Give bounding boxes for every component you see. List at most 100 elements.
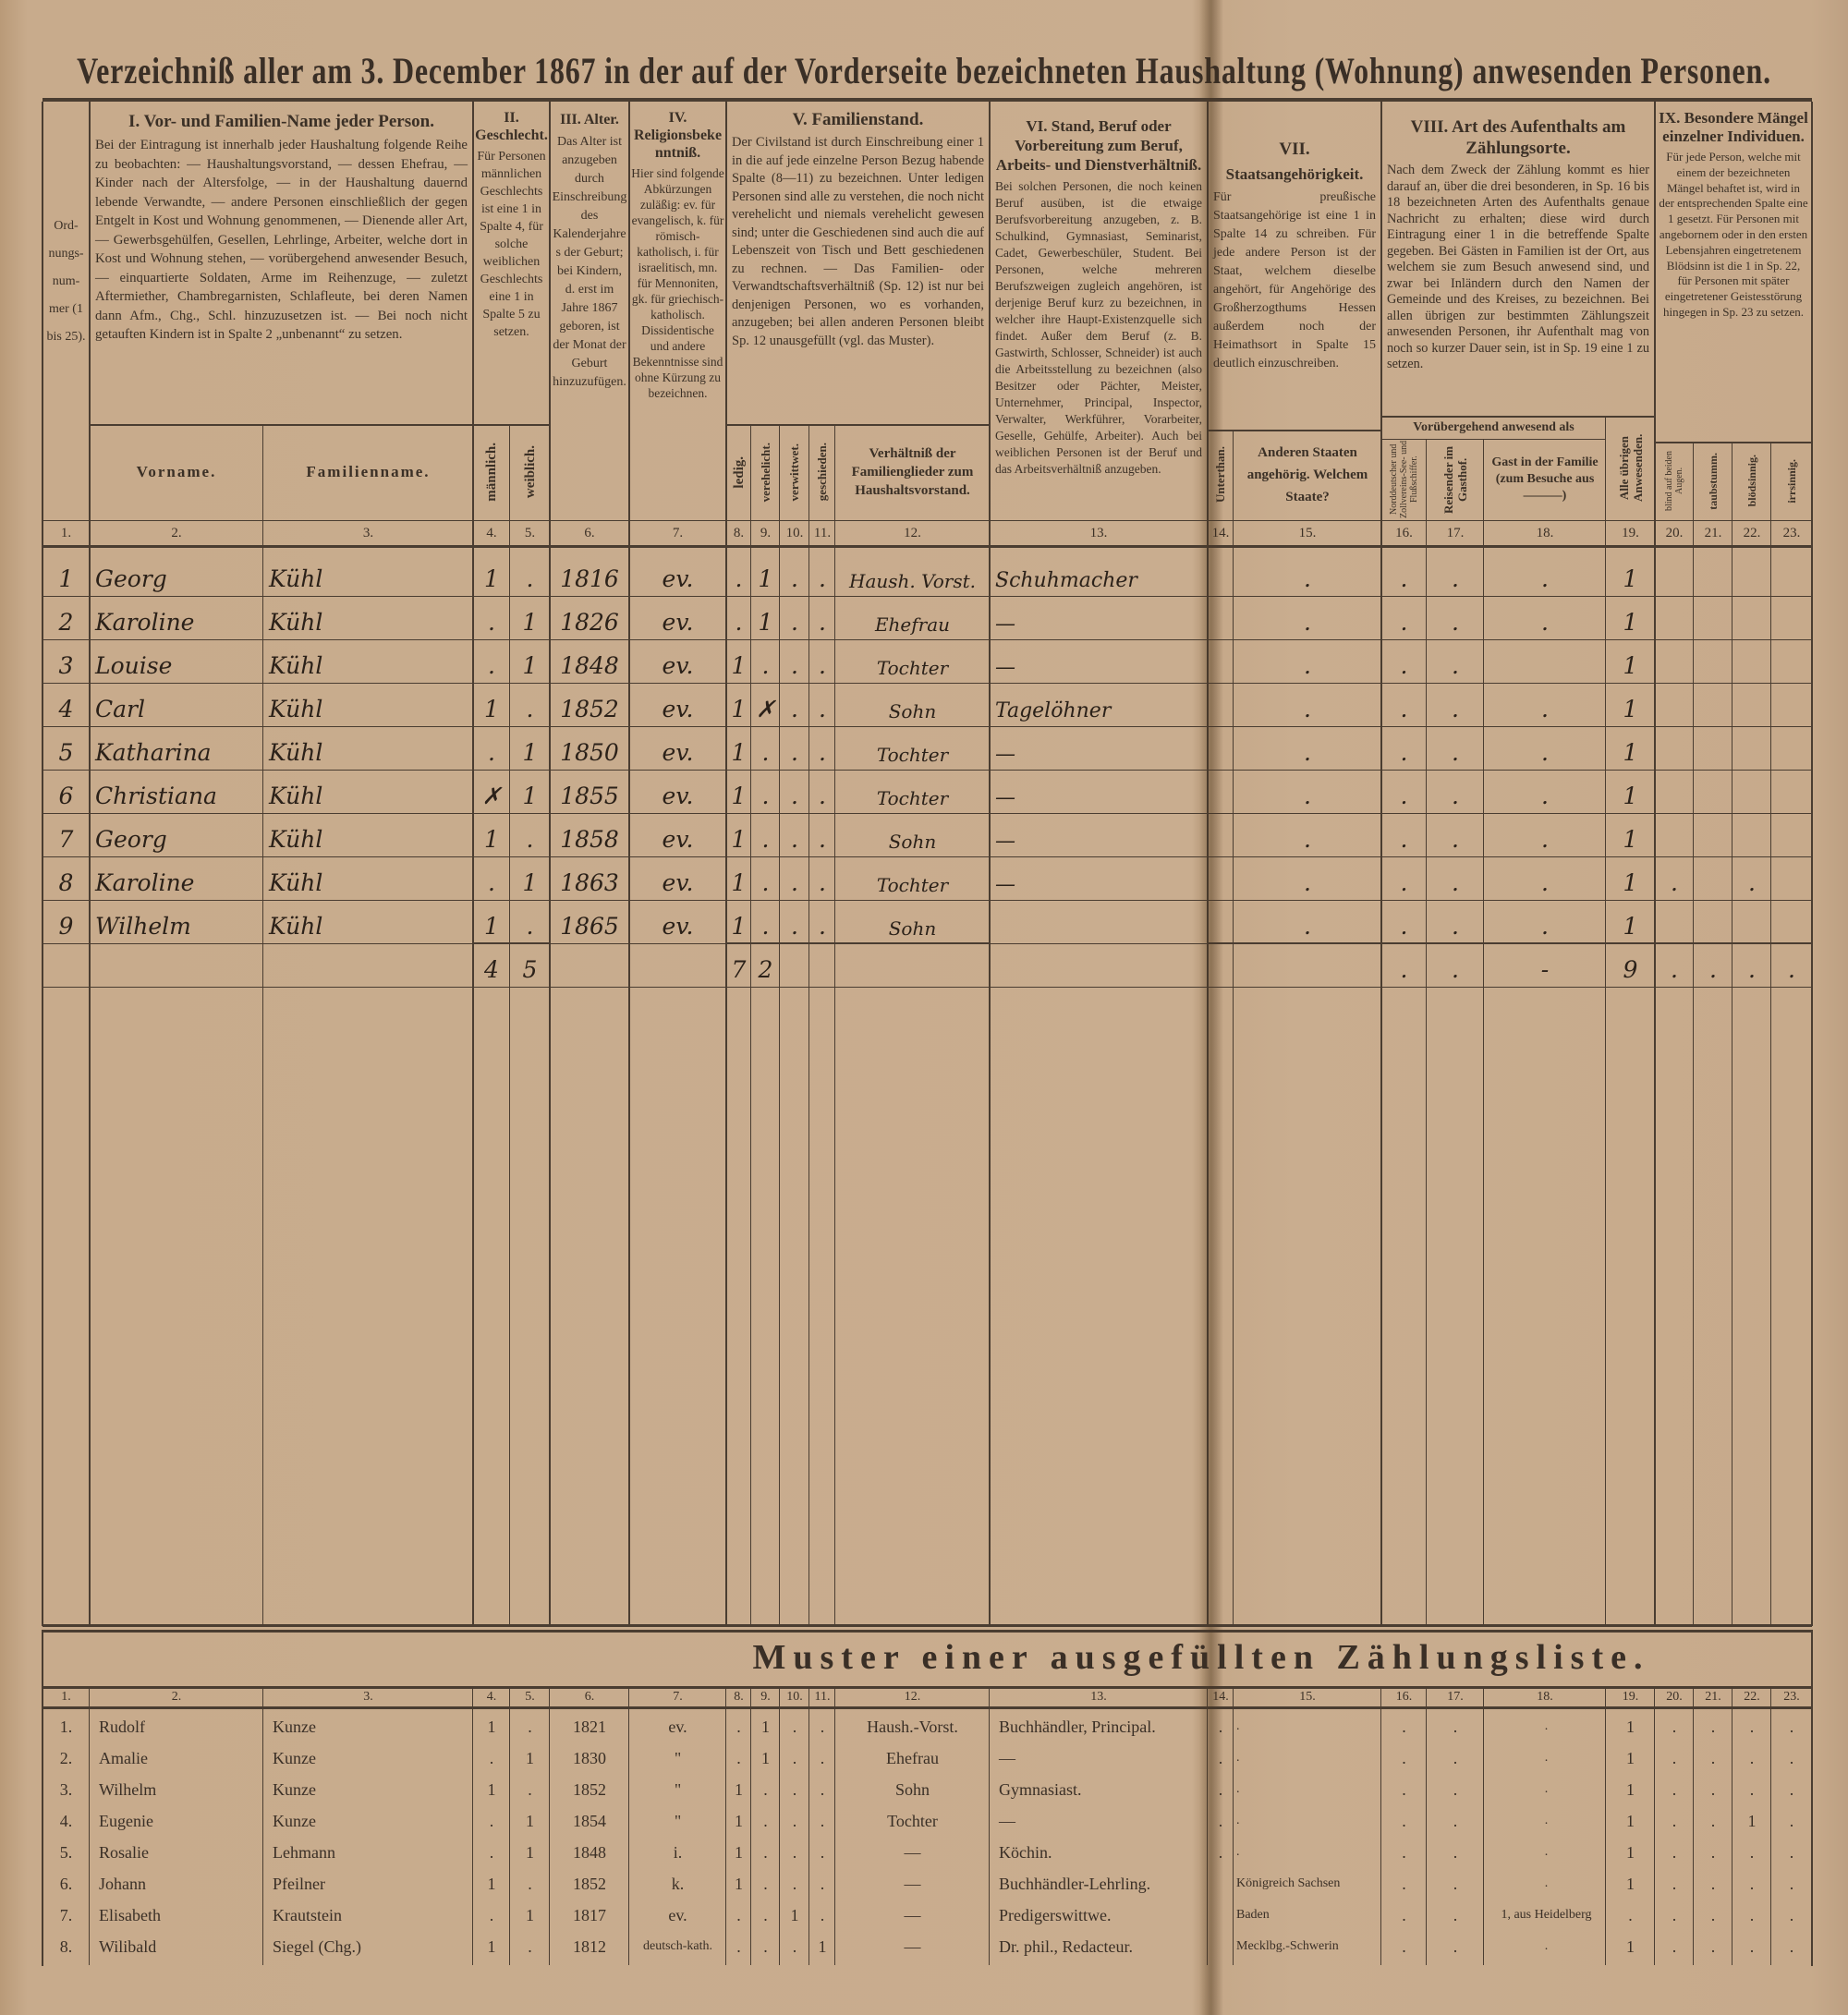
- muster-cell: 1, aus Heidelberg: [1501, 1908, 1592, 1922]
- entry-cell: .: [1304, 652, 1311, 679]
- muster-cell: 7.: [59, 1905, 73, 1924]
- entry-cell: .: [1400, 652, 1408, 679]
- entry-cell: .: [1452, 652, 1459, 679]
- entry-cell: .: [488, 609, 495, 636]
- entry-cell: ev.: [662, 783, 694, 809]
- muster-cell: .: [1218, 1717, 1223, 1736]
- muster-column-number: 22.: [1744, 1690, 1760, 1704]
- muster-cell: 1854: [573, 1811, 606, 1830]
- total-cell: .: [1400, 956, 1408, 983]
- entry-cell: .: [819, 913, 826, 940]
- grid-line: [628, 1688, 629, 1965]
- total-cell: .: [1788, 956, 1795, 983]
- header-ledig: ledig.: [726, 424, 751, 520]
- grid-line: [262, 1688, 263, 1965]
- grid-line: [1233, 430, 1234, 1626]
- header-section-v: V. Familienstand. Der Civilstand ist dur…: [726, 103, 990, 424]
- row-line: [43, 900, 1812, 901]
- header-maennlich-label: männlich.: [484, 443, 499, 502]
- entry-cell: .: [1541, 783, 1549, 809]
- muster-cell: —: [904, 1905, 921, 1924]
- muster-cell: .: [1218, 1842, 1223, 1862]
- grid-line: [1380, 102, 1382, 1626]
- entry-cell: .: [819, 696, 826, 722]
- column-number: 7.: [672, 526, 684, 540]
- muster-cell: Tochter: [887, 1811, 938, 1830]
- muster-column-number: 19.: [1622, 1690, 1639, 1704]
- entry-cell: .: [819, 609, 826, 636]
- header-section-ii: II. Geschlecht. Für Personen männlichen …: [473, 103, 550, 424]
- muster-column-number: 1.: [61, 1690, 71, 1704]
- entry-cell: .: [1400, 869, 1408, 896]
- muster-cell: .: [1789, 1748, 1794, 1767]
- entry-cell: .: [1304, 565, 1311, 592]
- muster-cell: .: [736, 1717, 741, 1736]
- muster-cell: .: [1628, 1905, 1633, 1924]
- grid-line: [1381, 439, 1606, 440]
- header-section-vii: VII. Staatsangehörigkeit. Für preußische…: [1208, 103, 1381, 430]
- muster-cell: .: [1789, 1811, 1794, 1830]
- entry-cell: .: [791, 696, 798, 722]
- entry-cell: .: [819, 565, 826, 592]
- grid-line: [1483, 439, 1484, 1626]
- entry-cell: 1: [731, 869, 747, 896]
- muster-cell: .: [1710, 1842, 1716, 1862]
- header-vi-title: VI. Stand, Beruf oder Vorbereitung zum B…: [995, 117, 1202, 174]
- muster-cell: .: [1236, 1782, 1240, 1796]
- entry-cell: 3: [58, 652, 74, 679]
- header-reisender: Reisender im Gasthof.: [1427, 439, 1484, 520]
- muster-cell: .: [1402, 1717, 1406, 1736]
- muster-cell: .: [763, 1811, 768, 1830]
- muster-cell: 1: [735, 1811, 743, 1830]
- entry-cell: 1: [758, 609, 773, 636]
- header-section-ix: IX. Besondere Mängel einzelner Individue…: [1655, 103, 1812, 442]
- total-rule: [726, 942, 990, 943]
- entry-cell: 5: [58, 739, 74, 766]
- muster-column-number: 20.: [1666, 1690, 1683, 1704]
- total-cell: .: [1748, 956, 1756, 983]
- entry-cell: .: [1452, 565, 1459, 592]
- muster-cell: Wilhelm: [99, 1779, 157, 1799]
- grid-line: [42, 102, 43, 1626]
- muster-column-number: 15.: [1299, 1690, 1316, 1704]
- muster-cell: .: [736, 1748, 741, 1767]
- entry-cell: .: [761, 652, 770, 679]
- muster-cell: .: [1672, 1748, 1677, 1767]
- muster-cell: 1: [1626, 1936, 1635, 1956]
- muster-cell: .: [528, 1779, 532, 1799]
- grid-line: [725, 102, 727, 1626]
- header-ii-title: II. Geschlecht.: [475, 110, 548, 143]
- header-irrsinnig-label: irrsinnig.: [1785, 458, 1798, 504]
- entry-cell: 1826: [560, 609, 619, 636]
- entry-cell: .: [1304, 609, 1311, 636]
- muster-cell: .: [528, 1874, 532, 1893]
- row-line: [43, 639, 1812, 640]
- grid-line: [262, 424, 263, 1626]
- muster-cell: .: [1749, 1748, 1755, 1767]
- muster-cell: .: [1218, 1748, 1223, 1767]
- muster-cell: —: [904, 1936, 921, 1956]
- muster-cell: k.: [671, 1874, 685, 1893]
- column-number: 23.: [1782, 526, 1801, 540]
- muster-cell: .: [1672, 1905, 1677, 1924]
- entry-cell: Karoline: [95, 609, 195, 636]
- muster-top-rule: [43, 1630, 1812, 1633]
- form-title: Verzeichniß aller am 3. December 1867 in…: [77, 50, 1771, 91]
- muster-cell: .: [1710, 1779, 1716, 1799]
- muster-cell: .: [1710, 1811, 1716, 1830]
- entry-cell: Tochter: [876, 657, 949, 679]
- header-bottom-rule: [43, 545, 1812, 548]
- header-verhaeltnis: Verhältniß der Familienglieder zum Haush…: [851, 446, 974, 498]
- muster-cell: 1: [1626, 1748, 1635, 1767]
- grid-line: [472, 102, 474, 1626]
- entry-cell: Karoline: [95, 869, 195, 896]
- muster-cell: Sohn: [894, 1779, 930, 1799]
- muster-cell: 3.: [59, 1779, 73, 1799]
- muster-cell: deutsch-kath.: [642, 1939, 713, 1953]
- muster-cell: ev.: [668, 1717, 687, 1736]
- header-section-i: I. Vor- und Familien-Name jeder Person. …: [90, 103, 473, 424]
- muster-cell: .: [1544, 1814, 1549, 1827]
- muster-cell: Haush.-Vorst.: [867, 1717, 958, 1736]
- header-schiffer: Norddeutscher und Zollvereins-See- und F…: [1381, 439, 1427, 520]
- column-number: 22.: [1743, 526, 1761, 540]
